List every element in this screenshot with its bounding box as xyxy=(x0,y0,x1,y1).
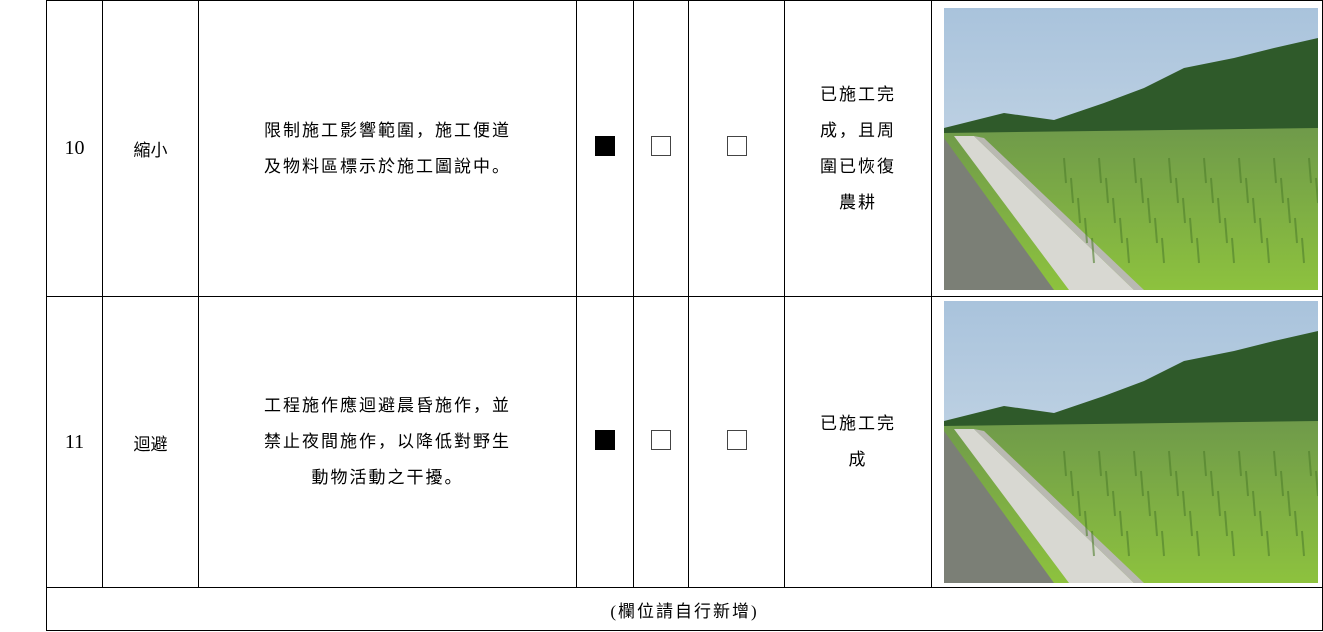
text-line: 成，且周 xyxy=(820,120,896,140)
checkbox xyxy=(595,136,615,156)
text-line: 成 xyxy=(848,450,868,469)
text-line: 工程施作應迴避晨昏施作，並 xyxy=(264,396,511,415)
checkbox xyxy=(651,136,671,156)
item-number: 10 xyxy=(46,0,103,297)
table-row: 11 迴避 工程施作應迴避晨昏施作，並 禁止夜間施作，以降低對野生 動物活動之干擾。 已施… xyxy=(46,296,1323,588)
checkbox xyxy=(726,136,747,156)
text-line: 禁止夜間施作，以降低對野生 xyxy=(264,432,511,451)
text-line: 限制施工影響範圍，施工便道 xyxy=(264,120,511,140)
text-line: 及物料區標示於施工圖說中。 xyxy=(264,156,511,176)
photo-cell xyxy=(931,0,1323,297)
checkbox xyxy=(726,429,747,450)
checkbox xyxy=(595,429,615,450)
footer-note: (欄位請自行新增) xyxy=(46,587,1323,631)
item-number: 11 xyxy=(46,296,103,588)
site-photo xyxy=(944,301,1318,583)
checkbox-cell xyxy=(688,296,785,588)
checkbox-cell xyxy=(688,0,785,297)
status: 已施工完成，且周圍已恢復農耕 xyxy=(784,0,932,297)
photo-cell xyxy=(931,296,1323,588)
description: 限制施工影響範圍，施工便道 及物料區標示於施工圖說中。 xyxy=(198,0,577,297)
text-line: 農耕 xyxy=(839,192,877,212)
text-line: 已施工完 xyxy=(820,414,896,433)
checkbox-cell xyxy=(633,296,689,588)
mitigation-table: 10 縮小 限制施工影響範圍，施工便道 及物料區標示於施工圖說中。 已施工完 成，且周 圍已… xyxy=(46,0,1323,631)
site-photo xyxy=(944,7,1318,290)
text-line: 動物活動之干擾。 xyxy=(311,468,464,487)
measure-type: 迴避 xyxy=(102,296,199,588)
checkbox-cell xyxy=(576,0,634,297)
checkbox-cell xyxy=(576,296,634,588)
text-line: 圍已恢復 xyxy=(820,156,896,176)
status: 已施工完成 xyxy=(784,296,932,588)
table-row: 10 縮小 限制施工影響範圍，施工便道 及物料區標示於施工圖說中。 已施工完 成，且周 圍已… xyxy=(46,0,1323,297)
measure-type: 縮小 xyxy=(102,0,199,297)
checkbox xyxy=(651,429,671,450)
text-line: 已施工完 xyxy=(820,84,896,104)
checkbox-cell xyxy=(633,0,689,297)
footer-row: (欄位請自行新增) xyxy=(46,587,1323,631)
description: 工程施作應迴避晨昏施作，並 禁止夜間施作，以降低對野生 動物活動之干擾。 xyxy=(198,296,577,588)
